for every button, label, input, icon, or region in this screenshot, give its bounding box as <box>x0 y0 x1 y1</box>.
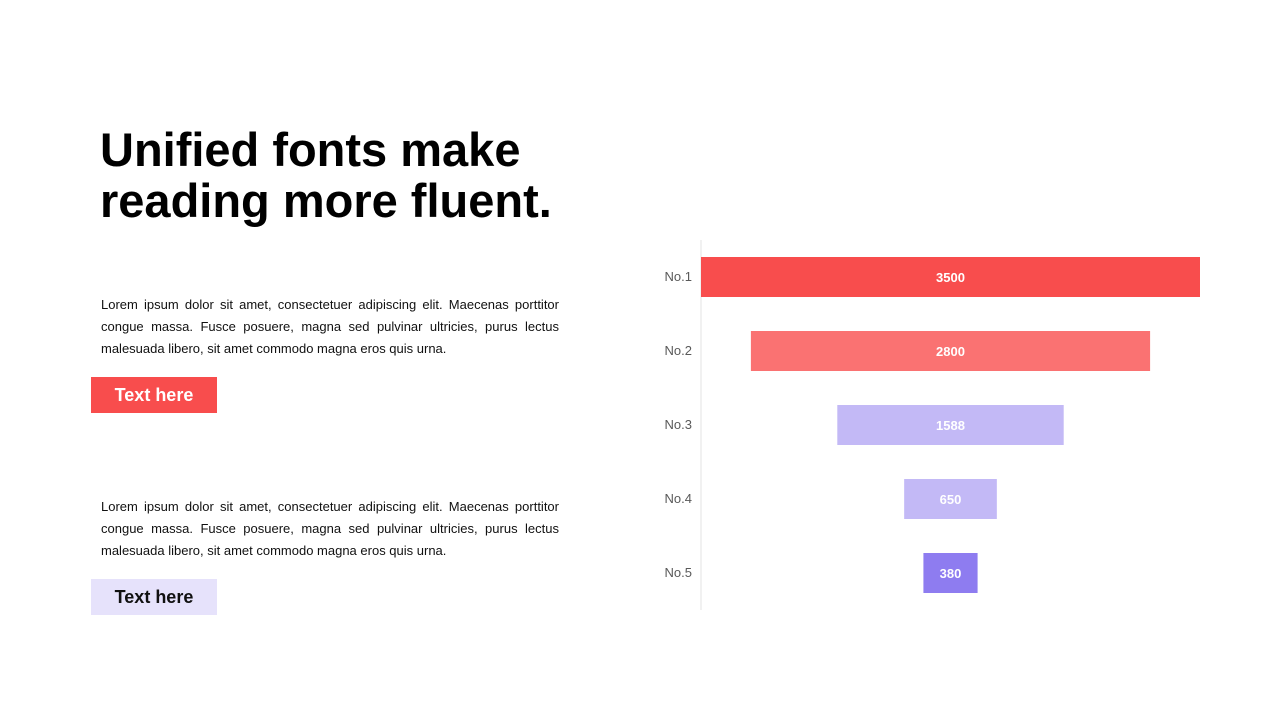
funnel-bar-no3 <box>837 405 1064 445</box>
category-label-no3: No.3 <box>665 417 692 432</box>
data-label-no4: 650 <box>940 492 962 507</box>
data-label-no5: 380 <box>940 566 962 581</box>
category-label-no5: No.5 <box>665 565 692 580</box>
data-label-no1: 3500 <box>936 270 965 285</box>
funnel-bar-no5 <box>923 553 978 593</box>
text-here-tag-2[interactable]: Text here <box>91 579 217 615</box>
text-here-tag-1[interactable]: Text here <box>91 377 217 413</box>
funnel-bar-no2 <box>750 331 1151 371</box>
body-text-1: Lorem ipsum dolor sit amet, consectetuer… <box>101 297 559 356</box>
data-label-no2: 2800 <box>936 344 965 359</box>
category-label-no2: No.2 <box>665 343 692 358</box>
data-label-no3: 1588 <box>936 418 965 433</box>
page-title: Unified fonts make reading more fluent. <box>100 123 552 227</box>
funnel-chart: No.1 3500 No.2 2800 No.3 1588 No.4 650 No.5 380 <box>665 240 1200 610</box>
funnel-bar-no1 <box>701 257 1200 297</box>
body-text-2: Lorem ipsum dolor sit amet, consectetuer… <box>101 499 559 558</box>
category-label-no4: No.4 <box>665 491 692 506</box>
category-label-no1: No.1 <box>665 269 692 284</box>
funnel-bar-no4 <box>904 479 997 519</box>
